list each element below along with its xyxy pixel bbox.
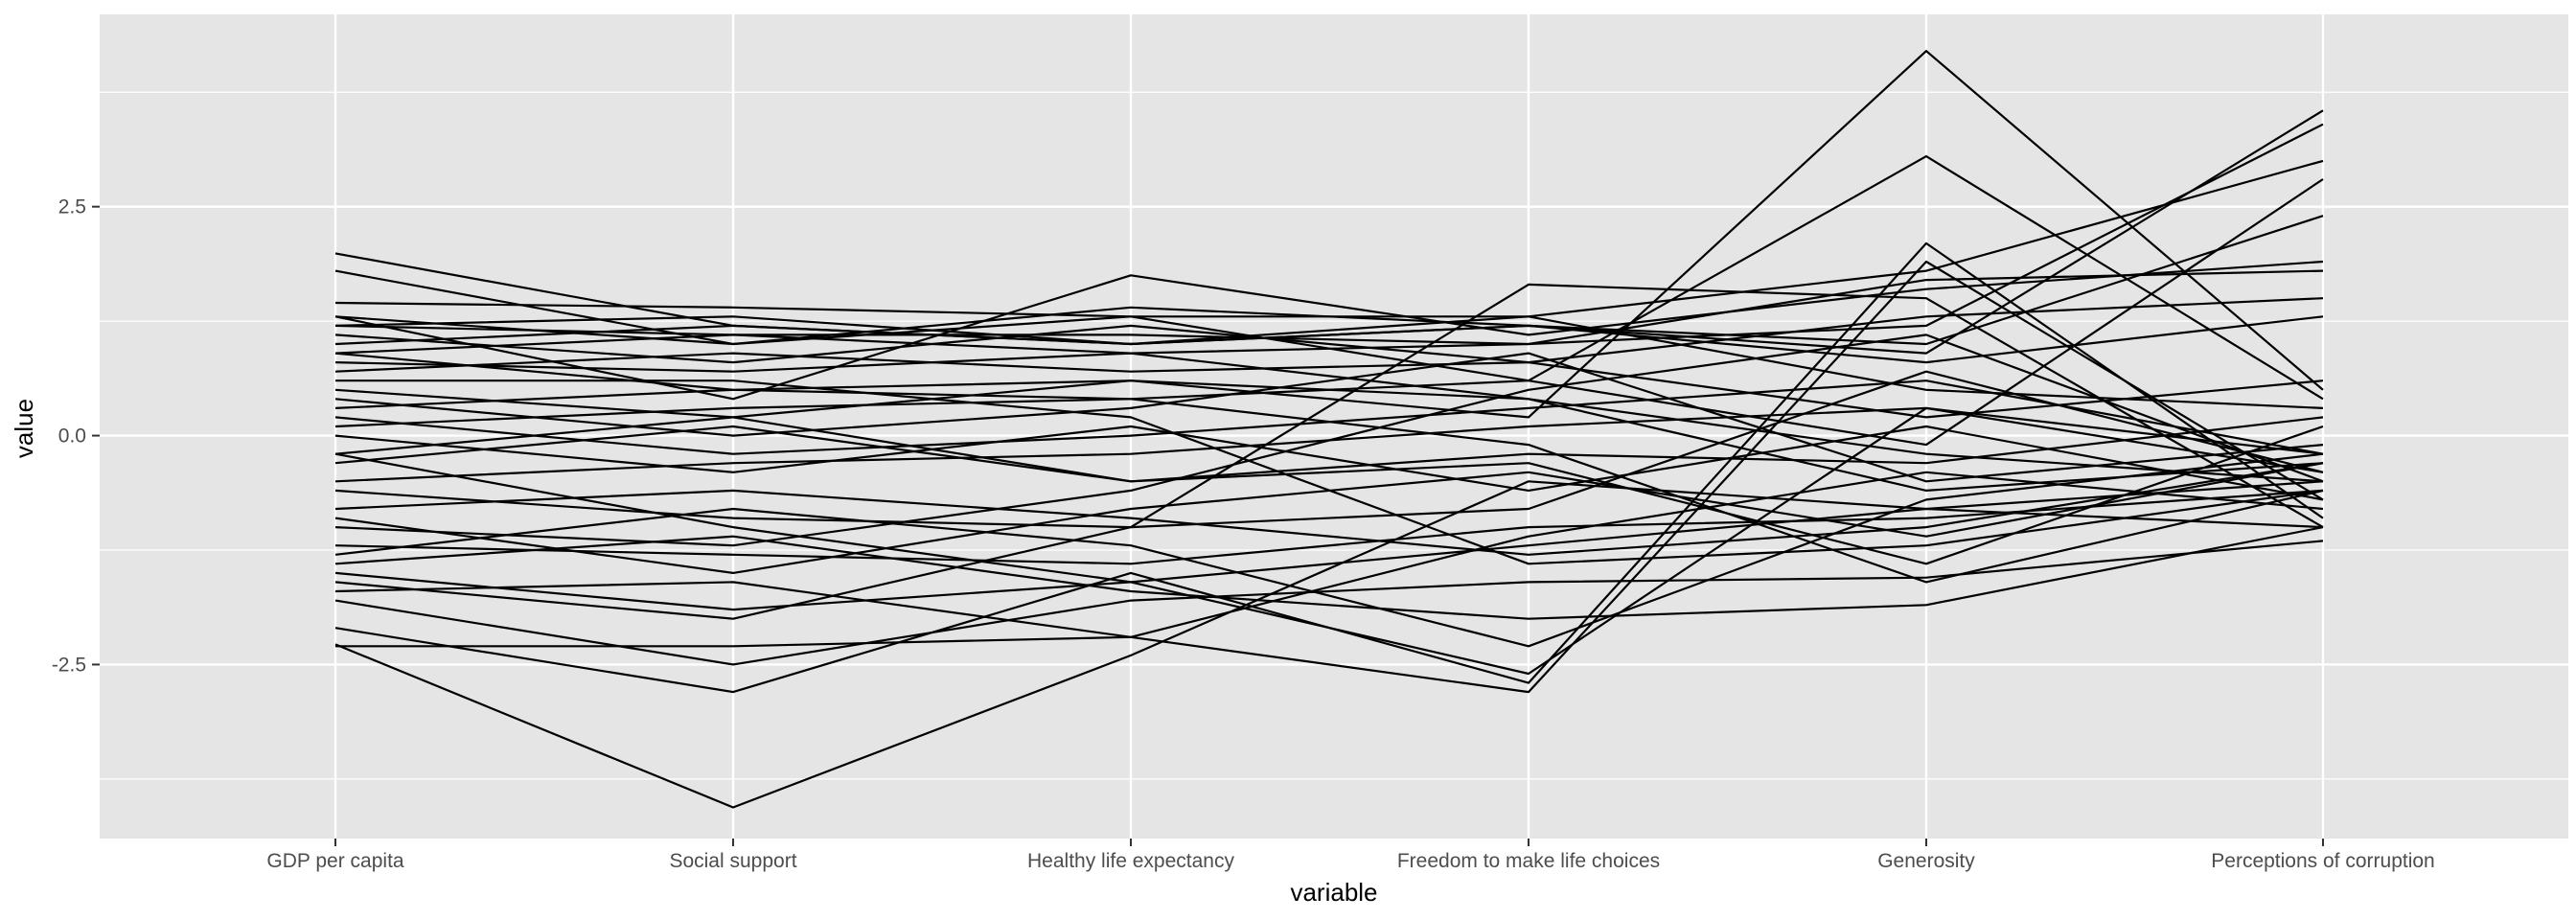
series-line-20 [334, 380, 2324, 483]
series-line-32 [334, 324, 2324, 419]
series-line-22 [334, 489, 2324, 565]
series-line-11 [334, 526, 2324, 620]
series-line-23 [334, 507, 2324, 611]
x-tick-label: Generosity [1877, 850, 1975, 872]
series-line-31 [334, 416, 2324, 483]
series-line-13 [334, 406, 2324, 676]
series-line-8 [334, 178, 2324, 447]
series-line-38 [334, 452, 2324, 648]
series-line-25 [334, 352, 2324, 483]
series-line-26 [334, 425, 2324, 501]
series-line-7 [334, 159, 2324, 346]
series-line-27 [334, 370, 2324, 529]
series-line-15 [334, 388, 2324, 565]
x-tick-label: Healthy life expectancy [1027, 850, 1234, 872]
series-line-19 [334, 297, 2324, 373]
series-line-35 [334, 462, 2324, 556]
series-line-17 [334, 215, 2324, 346]
x-tick-label: Social support [669, 850, 796, 872]
y-tick-label: 0.0 [58, 426, 86, 448]
x-tick-label: Perceptions of corruption [2211, 850, 2434, 872]
series-line-30 [335, 380, 2324, 565]
y-tick-layer: -2.5 0.0 2.5 [52, 196, 100, 676]
y-axis-title: value [10, 399, 38, 458]
series-layer [334, 50, 2324, 809]
x-tick-label: Freedom to make life choices [1397, 850, 1660, 872]
series-line-29 [334, 334, 2324, 547]
series-line-12 [335, 260, 2324, 694]
series-line-10 [334, 283, 2324, 620]
series-line-2 [334, 50, 2324, 455]
series-line-9 [334, 260, 2324, 401]
series-line-37 [334, 352, 2324, 584]
x-tick-layer: GDP per capita Social support Healthy life… [266, 839, 2435, 872]
series-line-1 [334, 480, 2324, 809]
y-tick-label: 2.5 [58, 196, 86, 218]
series-line-36 [334, 306, 2324, 364]
x-axis-title: variable [1290, 878, 1377, 907]
plot-panel [100, 14, 2568, 839]
y-tick-label: -2.5 [52, 654, 86, 676]
series-line-18 [334, 269, 2324, 346]
series-line-14 [334, 540, 2324, 666]
series-line-33 [334, 471, 2324, 638]
series-line-28 [334, 352, 2324, 492]
x-tick-label: GDP per capita [266, 850, 404, 872]
